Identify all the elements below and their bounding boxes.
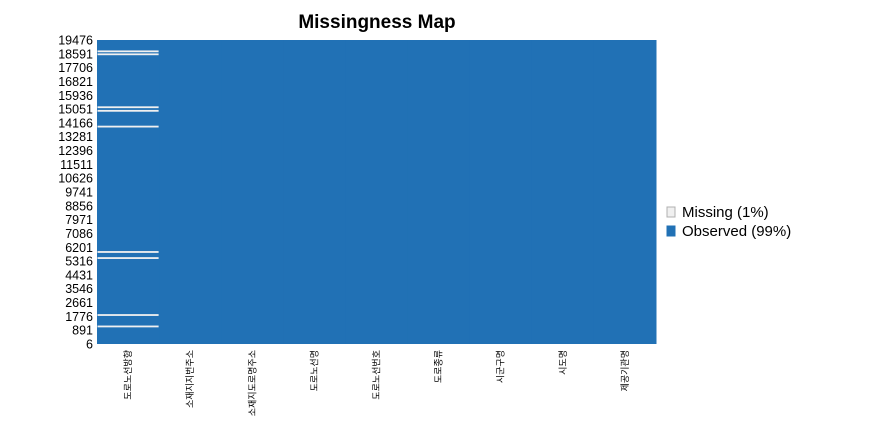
y-tick-label: 9741 [65,186,93,200]
heatmap-missing-cell [97,109,159,112]
heatmap-plot-area [97,40,657,344]
x-tick-label: 도로노선명 [309,350,320,391]
heatmap-missing-cell [97,125,159,128]
y-tick-label: 14166 [58,116,93,130]
heatmap-missing-cell [97,325,159,328]
y-tick-label: 17706 [58,61,93,75]
y-tick-label: 4431 [65,268,93,282]
legend-swatch [666,206,676,218]
heatmap-missing-cell [97,257,159,259]
heatmap-column-observed [469,40,533,344]
x-tick-label: 제공기관명 [620,350,631,391]
y-tick-label: 5316 [65,255,93,269]
legend-label: Missing (1%) [682,204,769,221]
heatmap-column-observed [345,40,409,344]
y-tick-label: 18591 [58,47,93,61]
chart-title: Missingness Map [298,12,455,33]
y-axis: 1947618591177061682115936150511416613281… [58,34,93,352]
heatmap-missing-cell [97,53,159,56]
x-tick-label: 도로노선방향 [122,350,134,400]
legend-label: Observed (99%) [682,223,791,240]
y-tick-label: 6 [86,338,93,352]
y-tick-label: 10626 [58,172,93,186]
y-tick-label: 891 [72,324,93,338]
y-tick-label: 2661 [65,296,93,310]
heatmap-column-observed [407,40,471,344]
x-tick-label: 시도명 [558,350,569,375]
heatmap-missing-cell [97,314,159,316]
y-tick-label: 1776 [65,310,93,324]
y-tick-label: 7086 [65,227,93,241]
heatmap-column-observed [283,40,346,344]
y-tick-label: 12396 [58,144,93,158]
heatmap-missing-cell [97,106,159,109]
heatmap-column-observed [593,40,657,344]
heatmap-missing-cell [97,50,159,53]
legend-swatch [666,225,676,237]
y-tick-label: 13281 [58,130,93,144]
x-tick-label: 도로노선번호 [372,350,383,400]
y-tick-label: 19476 [58,34,93,48]
y-tick-label: 11511 [60,158,93,172]
x-tick-label: 시군구명 [496,350,507,383]
x-axis: 도로노선방향 소재지지번주소 소재지도로명주소 도로노선명 도로노선번호 도로종류 시군구명… [122,350,631,416]
heatmap-missing-cell [97,251,159,253]
heatmap-column-observed [531,40,595,344]
y-tick-label: 7971 [65,213,93,227]
y-tick-label: 15051 [58,103,93,117]
legend: Missing (1%) Observed (99%) [666,204,791,240]
heatmap-column-observed [97,40,160,344]
x-tick-label: 소재지지번주소 [185,350,196,408]
y-tick-label: 3546 [65,282,93,296]
y-tick-label: 15936 [58,89,93,103]
y-tick-label: 8856 [65,199,93,213]
heatmap-column-observed [159,40,222,344]
y-tick-label: 16821 [58,75,93,89]
x-tick-label: 도로종류 [434,350,445,383]
x-tick-label: 소재지도로명주소 [247,350,258,416]
heatmap-column-observed [221,40,284,344]
y-tick-label: 6201 [65,241,93,255]
